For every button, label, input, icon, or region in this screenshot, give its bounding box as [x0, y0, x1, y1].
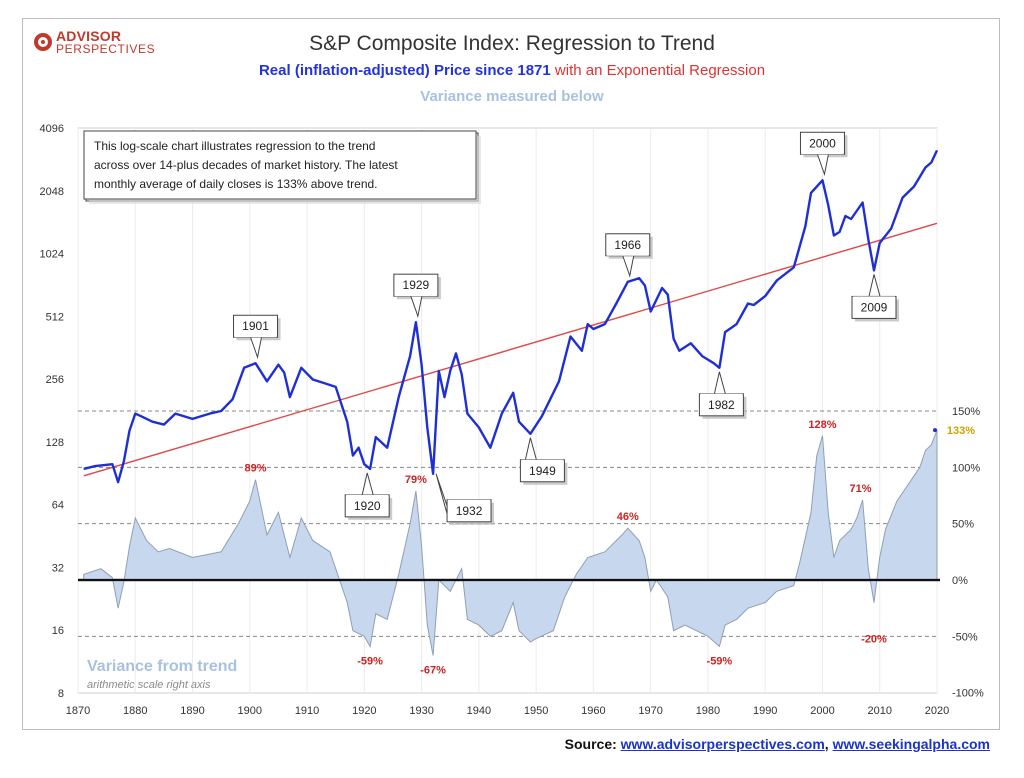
variance-label: -67%	[420, 664, 446, 676]
callout-label-1982: 1982	[708, 398, 735, 412]
source-separator: ,	[824, 736, 829, 752]
callout-pointer	[435, 473, 448, 514]
callout-seam	[521, 459, 564, 462]
advisor-perspectives-logo: ADVISOR PERSPECTIVES	[34, 28, 156, 56]
callout-seam	[346, 494, 389, 497]
x-tick-label: 1920	[352, 705, 376, 717]
left-tick-label: 1024	[40, 249, 64, 261]
logo-target-icon	[34, 33, 52, 51]
callout-label-1901: 1901	[242, 319, 269, 333]
variance-label: 133%	[947, 425, 975, 437]
x-tick-label: 1910	[295, 705, 319, 717]
x-tick-label: 1930	[409, 705, 433, 717]
left-tick-label: 8	[58, 688, 64, 700]
callout-seam	[394, 294, 437, 297]
variance-label: 79%	[405, 474, 427, 486]
callout-label-2009: 2009	[861, 300, 888, 314]
left-tick-label: 64	[52, 500, 64, 512]
chart-title: S&P Composite Index: Regression to Trend	[309, 32, 715, 55]
variance-label: 89%	[245, 463, 267, 475]
x-tick-label: 1950	[524, 705, 548, 717]
source-line: Source: www.advisorperspectives.com, www…	[565, 736, 990, 752]
callout-label-2000: 2000	[809, 136, 836, 150]
source-prefix: Source:	[564, 736, 617, 752]
x-tick-label: 1960	[581, 705, 605, 717]
right-tick-label: 0%	[952, 575, 968, 587]
x-tick-label: 1900	[238, 705, 262, 717]
x-tick-label: 1890	[180, 705, 204, 717]
x-tick-label: 1880	[123, 705, 147, 717]
note-text: This log-scale chart illustrates regress…	[94, 139, 398, 191]
x-tick-label: 1940	[467, 705, 491, 717]
callout-label-1949: 1949	[529, 464, 556, 478]
variance-label: -59%	[357, 655, 383, 667]
callout-seam	[234, 335, 277, 338]
chart-subtitle: Real (inflation-adjusted) Price since 18…	[0, 62, 1024, 79]
callout-label-1966: 1966	[614, 238, 641, 252]
x-tick-label: 2000	[810, 705, 834, 717]
x-tick-label: 2020	[925, 705, 949, 717]
source-link-advisorperspectives[interactable]: www.advisorperspectives.com	[620, 736, 825, 752]
variance-label: 46%	[617, 511, 639, 523]
subtitle-regression: with an Exponential Regression	[554, 62, 766, 79]
note-box-front	[83, 130, 477, 200]
latest-variance-point	[933, 428, 937, 433]
callout-label-1920: 1920	[354, 499, 381, 513]
callout-seam	[853, 296, 896, 299]
x-tick-label: 1980	[696, 705, 720, 717]
variance-label: 71%	[850, 483, 872, 495]
x-tick-label: 1990	[753, 705, 777, 717]
price-line	[83, 149, 939, 484]
note-line: monthly average of daily closes is 133% …	[94, 177, 378, 191]
left-tick-label: 512	[46, 311, 64, 323]
left-tick-label: 2048	[40, 186, 64, 198]
callout-seam	[448, 499, 491, 502]
note-line: across over 14-plus decades of market hi…	[94, 158, 398, 172]
variance-legend-title: Variance from trend	[87, 658, 237, 675]
right-tick-label: 100%	[952, 462, 980, 474]
right-tick-label: 150%	[952, 406, 980, 418]
left-tick-label: 128	[46, 437, 64, 449]
left-tick-label: 256	[46, 374, 64, 386]
logo-line1: ADVISOR	[56, 28, 122, 44]
variance-area	[83, 430, 938, 656]
callout-seam	[801, 152, 844, 155]
left-tick-label: 32	[52, 562, 64, 574]
note-line: This log-scale chart illustrates regress…	[94, 139, 375, 153]
callout-seam	[700, 393, 743, 396]
variance-label: -20%	[861, 634, 887, 646]
left-tick-label: 16	[52, 625, 64, 637]
variance-label: 128%	[808, 419, 836, 431]
x-tick-label: 1970	[638, 705, 662, 717]
right-tick-label: -100%	[952, 688, 984, 700]
source-link-seekingalpha[interactable]: www.seekingalpha.com	[832, 736, 990, 752]
left-tick-label: 4096	[40, 123, 64, 135]
callout-label-1932: 1932	[456, 504, 483, 518]
x-tick-label: 2010	[867, 705, 891, 717]
variance-label: -59%	[707, 655, 733, 667]
right-tick-label: 50%	[952, 519, 974, 531]
callout-seam	[606, 253, 649, 256]
right-tick-label: -50%	[952, 631, 978, 643]
subtitle-price: Real (inflation-adjusted) Price since 18…	[258, 62, 551, 79]
callout-label-1929: 1929	[403, 278, 430, 292]
x-tick-label: 1870	[66, 705, 90, 717]
logo-line2: PERSPECTIVES	[56, 42, 156, 56]
chart-subtitle-variance: Variance measured below	[420, 88, 604, 105]
variance-legend-subtitle: arithmetic scale right axis	[87, 679, 211, 691]
